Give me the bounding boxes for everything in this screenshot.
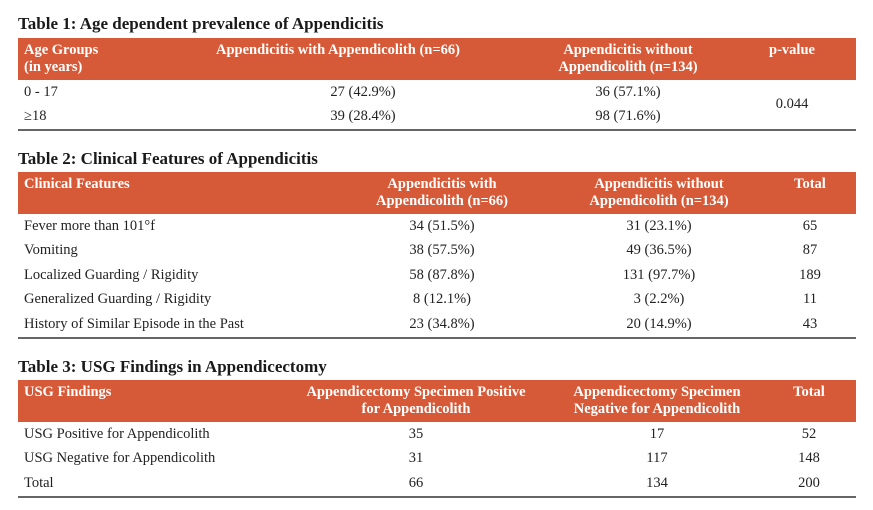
table2-cell: Fever more than 101°f [24, 217, 156, 234]
table1-cell: 39 (28.4%) [198, 104, 528, 131]
table-row: Generalized Guarding / Rigidity 8 (12.1%… [18, 288, 856, 313]
table2-cell: History of Similar Episode in the Past [18, 312, 330, 339]
table1-cell: 0 - 17 [24, 83, 58, 100]
table1: Age Groups (in years) Appendicitis with … [18, 38, 856, 131]
table2-cell: 38 (57.5%) [409, 242, 475, 259]
table2-header-total: Total [794, 176, 826, 192]
table2-cell: 3 (2.2%) [633, 291, 685, 308]
table3-cell: 52 [801, 425, 817, 442]
table-row: 0 - 17 27 (42.9%) 36 (57.1%) 0.044 [18, 80, 856, 131]
table1-cell: 98 (71.6%) [528, 104, 728, 131]
table3-header-findings: USG Findings [24, 384, 112, 400]
table2: Clinical Features Appendicitis with Appe… [18, 172, 856, 339]
table2-cell: 43 [764, 312, 856, 339]
table1-header-age: Age Groups (in years) [24, 42, 99, 75]
table2-header-with: Appendicitis with Appendicolith (n=66) [376, 176, 508, 209]
table2-cell: 131 (97.7%) [622, 266, 696, 283]
table3-cell: 148 [798, 450, 820, 467]
table-row: History of Similar Episode in the Past 2… [18, 312, 856, 339]
table-row: Total 66 134 200 [18, 471, 856, 498]
table2-cell: 31 (23.1%) [626, 217, 692, 234]
table3-cell: Total [18, 471, 280, 498]
table-row: USG Negative for Appendicolith 31 117 14… [18, 447, 856, 472]
table2-cell: 58 (87.8%) [409, 266, 475, 283]
table2-cell: 49 (36.5%) [626, 242, 692, 259]
table1-title: Table 1: Age dependent prevalence of App… [18, 14, 384, 33]
table2-cell: 87 [802, 242, 818, 259]
table3-cell: USG Negative for Appendicolith [24, 450, 216, 467]
table-row: Fever more than 101°f 34 (51.5%) 31 (23.… [18, 214, 856, 239]
table2-cell: 8 (12.1%) [413, 291, 471, 308]
table3-cell: 200 [762, 471, 856, 498]
table-row: Vomiting 38 (57.5%) 49 (36.5%) 87 [18, 239, 856, 264]
table2-cell: Generalized Guarding / Rigidity [24, 291, 212, 308]
table1-header-row: Age Groups (in years) Appendicitis with … [18, 38, 856, 80]
table1-cell: 36 (57.1%) [595, 83, 661, 100]
table-row: ≥18 39 (28.4%) 98 (71.6%) [18, 104, 856, 131]
table2-header-without: Appendicitis without Appendicolith (n=13… [589, 176, 729, 209]
table2-title: Table 2: Clinical Features of Appendicit… [18, 149, 318, 168]
table3-cell: 117 [646, 450, 668, 467]
table1-header-without: Appendicitis without Appendicolith (n=13… [558, 42, 698, 75]
table2-cell: 65 [802, 217, 818, 234]
table2-cell: 20 (14.9%) [554, 312, 764, 339]
table-row: Localized Guarding / Rigidity 58 (87.8%)… [18, 263, 856, 288]
table1-cell: ≥18 [18, 104, 198, 131]
table3-cell: 66 [280, 471, 552, 498]
table3-cell: 134 [552, 471, 762, 498]
table1-cell: 27 (42.9%) [330, 83, 396, 100]
table3-header-negative: Appendicectomy Specimen Negative for App… [573, 384, 741, 417]
table3-cell: 17 [649, 425, 665, 442]
table3-cell: USG Positive for Appendicolith [24, 425, 210, 442]
table2-cell: Vomiting [24, 242, 78, 259]
table2-cell: 189 [799, 266, 821, 283]
table1-header-pvalue: p-value [769, 42, 815, 58]
table3-header-positive: Appendicectomy Specimen Positive for App… [306, 384, 526, 417]
table3-cell: 31 [408, 450, 424, 467]
table2-cell: Localized Guarding / Rigidity [24, 266, 199, 283]
table3-title: Table 3: USG Findings in Appendicectomy [18, 357, 327, 376]
table2-cell: 11 [803, 291, 817, 308]
table2-cell: 23 (34.8%) [330, 312, 554, 339]
table1-header-with: Appendicitis with Appendicolith (n=66) [216, 42, 460, 58]
table3: USG Findings Appendicectomy Specimen Pos… [18, 380, 856, 498]
table2-header-row: Clinical Features Appendicitis with Appe… [18, 172, 856, 214]
table2-header-features: Clinical Features [24, 176, 130, 192]
table2-cell: 34 (51.5%) [409, 217, 475, 234]
table-row: USG Positive for Appendicolith 35 17 52 [18, 422, 856, 447]
table3-header-row: USG Findings Appendicectomy Specimen Pos… [18, 380, 856, 422]
table3-header-total: Total [793, 384, 825, 400]
table3-cell: 35 [408, 425, 424, 442]
table1-pvalue: 0.044 [728, 80, 856, 131]
